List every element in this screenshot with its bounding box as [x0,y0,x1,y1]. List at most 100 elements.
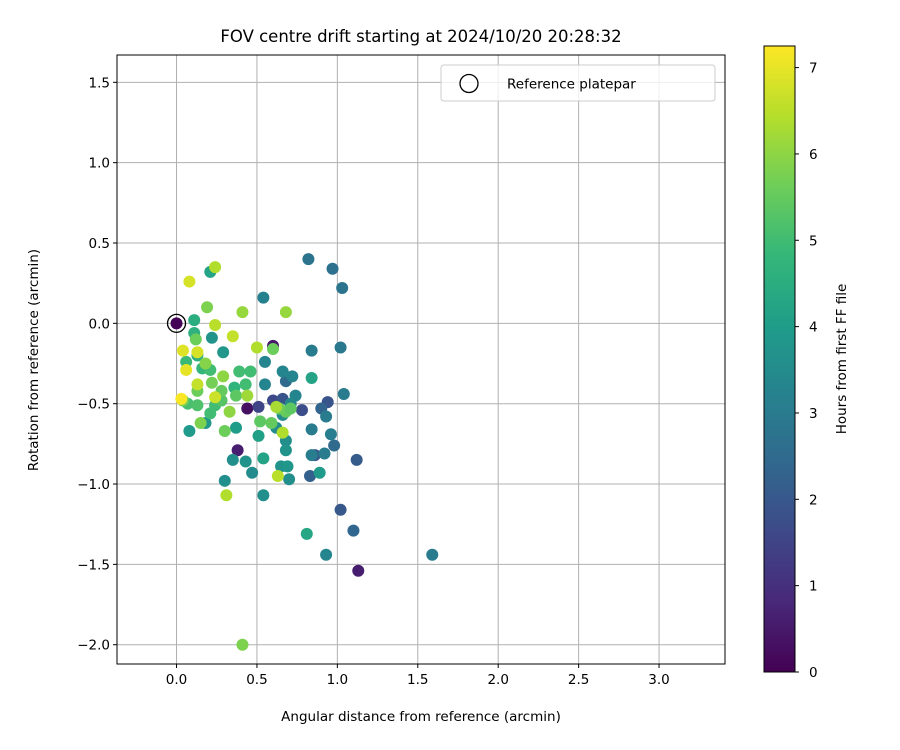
data-point [199,357,212,370]
data-point [284,402,297,415]
data-point [295,404,308,417]
data-point [209,318,222,331]
colorbar-tick-label: 5 [809,233,818,249]
y-tick-label: −2.0 [77,638,110,654]
data-point [236,306,249,319]
data-point [241,389,254,402]
colorbar-ticks: 0 1 2 3 4 5 6 7 [795,61,818,681]
colorbar-tick-label: 2 [809,492,818,508]
x-tick-label: 0.5 [246,672,267,688]
colorbar-tick-label: 3 [809,406,818,422]
colorbar-tick-label: 7 [809,61,818,77]
data-point [236,638,249,651]
data-point [265,416,278,429]
data-point [352,564,365,577]
data-point [257,452,270,465]
data-point [189,333,202,346]
data-point [286,370,299,383]
data-point [188,314,201,327]
x-tick-label: 1.0 [327,672,348,688]
y-tick-label: −0.5 [77,397,110,413]
data-point [239,378,252,391]
data-point [244,365,257,378]
data-point [305,371,318,384]
data-point [305,423,318,436]
data-point [201,301,214,314]
chart-title: FOV centre drift starting at 2024/10/20 … [220,27,621,46]
legend-box [440,64,716,102]
data-point [226,453,239,466]
data-point [218,425,231,438]
data-point [267,343,280,356]
y-axis-ticks: 1.5 1.0 0.5 0.0 −0.5 −1.0 −1.5 −2.0 [77,75,117,654]
data-point [252,429,265,442]
data-point [320,410,333,423]
x-tick-label: 2.5 [568,672,589,688]
data-point [239,455,252,468]
colorbar-tick-label: 1 [809,579,818,595]
data-point [217,370,230,383]
data-point [254,415,267,428]
grid [117,55,725,664]
x-tick-label: 2.0 [487,672,508,688]
plot-frame [116,54,726,665]
data-point [218,474,231,487]
data-point [226,330,239,343]
data-point [175,392,188,405]
data-point [205,376,218,389]
data-point [347,524,360,537]
data-point [233,365,246,378]
y-tick-label: −1.0 [77,477,110,493]
data-point [271,469,284,482]
data-point [231,444,244,457]
data-point [191,399,204,412]
data-point [191,378,204,391]
data-point [318,447,331,460]
data-point [313,466,326,479]
data-point [276,365,289,378]
colorbar [763,45,796,673]
data-point [305,344,318,357]
data-point [305,449,318,462]
data-point [302,253,315,266]
data-point [350,453,363,466]
data-point [194,416,207,429]
data-point [326,262,339,275]
x-axis-label: Angular distance from reference (arcmin) [281,709,561,725]
y-tick-label: 0.5 [89,236,110,252]
legend: Reference platepar [440,64,716,102]
data-point [209,391,222,404]
data-point [257,489,270,502]
data-point [241,402,254,415]
y-tick-label: 1.5 [89,75,110,91]
data-point [252,400,265,413]
data-point [304,469,317,482]
colorbar-tick-label: 4 [809,320,818,336]
data-point [324,428,337,441]
data-point [230,389,243,402]
y-tick-label: 1.0 [89,156,110,172]
data-point [217,346,230,359]
data-point [230,421,243,434]
x-tick-label: 3.0 [648,672,669,688]
data-point [250,341,263,354]
data-point [334,341,347,354]
scatter-points [166,253,439,651]
data-point [279,444,292,457]
data-point [279,306,292,319]
data-point [180,363,193,376]
data-point [220,489,233,502]
y-axis-label: Rotation from reference (arcmin) [26,249,42,471]
data-point [320,548,333,561]
plot-background [117,55,725,664]
x-axis-ticks: 0.0 0.5 1.0 1.5 2.0 2.5 3.0 [166,664,670,688]
legend-entry-label: Reference platepar [507,77,636,93]
data-point [300,527,313,540]
x-tick-label: 0.0 [166,672,187,688]
data-point [328,439,341,452]
y-tick-label: 0.0 [89,316,110,332]
colorbar-tick-label: 6 [809,147,818,163]
data-point [270,400,283,413]
data-point [426,548,439,561]
